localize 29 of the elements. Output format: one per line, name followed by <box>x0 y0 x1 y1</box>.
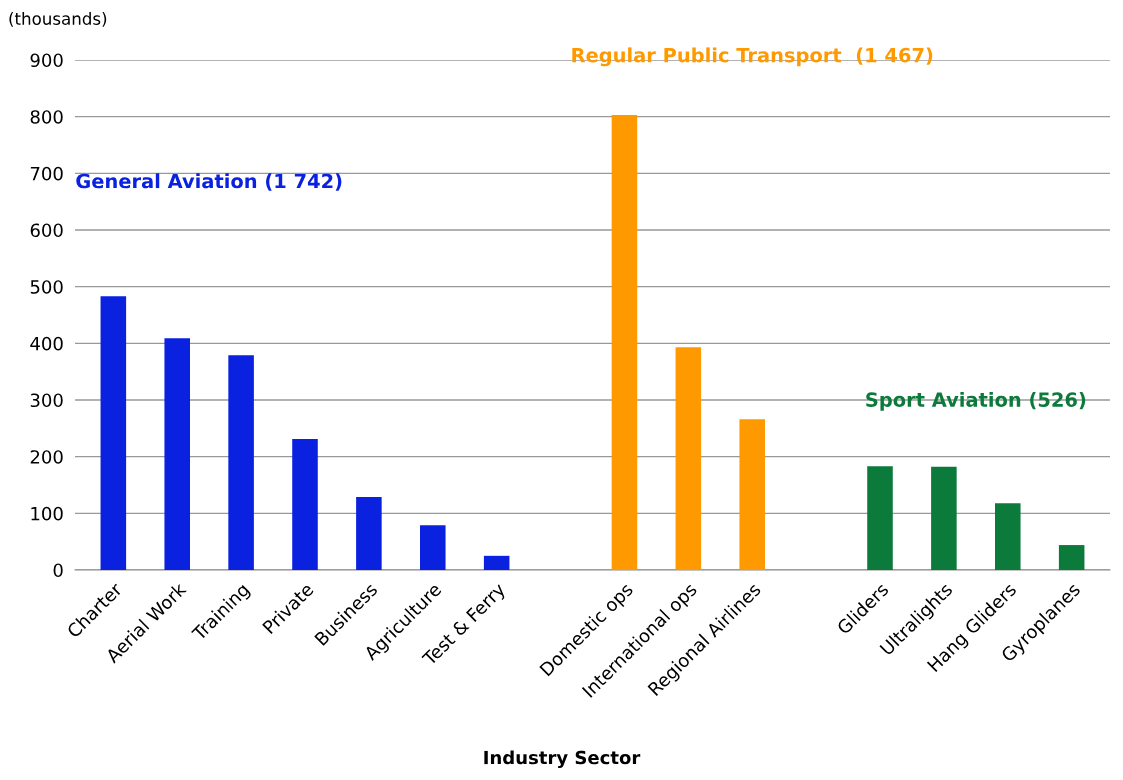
bar <box>867 466 893 570</box>
bar <box>675 347 702 570</box>
bar <box>228 355 254 570</box>
bar <box>1058 545 1085 570</box>
y-tick-label: 400 <box>30 336 63 351</box>
annotation: Regular Public Transport (1 467) <box>572 47 933 67</box>
y-tick-label: 200 <box>30 450 63 464</box>
annotation: Sport Aviation (526) <box>866 391 1086 411</box>
bar <box>420 525 446 570</box>
bar <box>483 555 510 570</box>
bar <box>100 296 127 570</box>
y-tick-label: 700 <box>30 166 63 181</box>
bar <box>931 466 957 570</box>
y-axis-title: (thousands) <box>9 12 107 27</box>
bar <box>164 338 190 570</box>
y-tick-label: 800 <box>30 110 63 124</box>
bar <box>356 496 382 570</box>
y-tick-label: 100 <box>31 506 63 521</box>
annotation: General Aviation (1 742) <box>76 173 342 191</box>
x-axis-title: Industry Sector <box>484 750 641 768</box>
y-tick-label: 0 <box>53 563 63 578</box>
y-tick-label: 900 <box>30 53 63 68</box>
y-tick-label: 500 <box>30 280 63 294</box>
bar <box>292 439 318 570</box>
y-tick-label: 300 <box>30 393 63 408</box>
y-tick-label: 600 <box>30 223 63 238</box>
bar <box>739 419 765 570</box>
bar <box>611 114 638 570</box>
bar <box>995 503 1021 570</box>
